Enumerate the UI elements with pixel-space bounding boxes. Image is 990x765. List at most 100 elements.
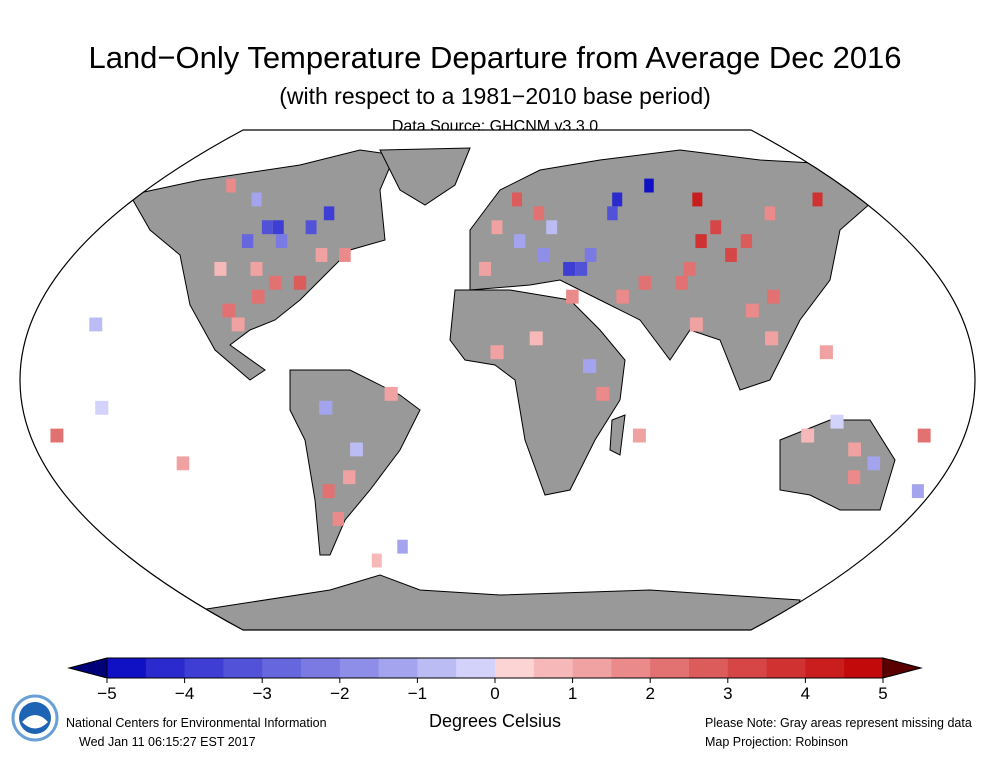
anomaly-cell [512,192,523,207]
anomaly-cell [616,289,629,304]
anomaly-cell [251,192,262,207]
colorbar-tick-label: 5 [878,684,888,703]
org-name: National Centers for Environmental Infor… [66,716,327,730]
colorbar-bin [262,658,302,678]
anomaly-cell [533,206,545,221]
anomaly-cell [767,289,780,304]
anomaly-cell [911,484,924,499]
anomaly-cell [343,470,356,485]
colorbar-tick-label: 4 [800,684,811,703]
anomaly-cell [529,331,543,346]
colorbar-bin [456,658,496,678]
colorbar-tick-label: −3 [252,684,272,703]
colorbar-bin [301,658,341,678]
south-america [289,369,421,556]
anomaly-cell [491,220,503,235]
anomaly-cell [746,303,759,318]
greenland [379,147,471,206]
colorbar-tick-label: −4 [174,684,195,703]
map-title: Land−Only Temperature Departure from Ave… [88,40,902,75]
anomaly-cell [323,206,335,221]
madagascar [609,414,626,456]
anomaly-cell [644,178,654,193]
anomaly-cell [89,317,103,332]
colorbar-tick-label: −2 [330,684,350,703]
anomaly-cell [272,220,284,235]
colorbar-bin [378,658,418,678]
anomaly-cell [214,261,227,276]
anomaly-cell [632,428,646,443]
anomaly-cell [50,428,64,443]
colorbar-bin [844,658,884,678]
anomaly-cell [607,206,618,221]
anomaly-cell [305,220,317,235]
anomaly-cell [250,261,263,276]
anomaly-cell [740,234,753,249]
missing-data-note: Please Note: Gray areas represent missin… [705,716,972,730]
map-outline [19,129,976,631]
colorbar-tick-label: −5 [97,684,117,703]
anomaly-cell [612,192,623,207]
anomaly-cell [830,414,844,429]
anomaly-cell [683,261,696,276]
colorbar [67,657,923,683]
anomaly-cell [293,275,307,290]
colorbar-bin [223,658,263,678]
colorbar-bin [495,658,535,678]
colorbar-tick-label: 1 [567,684,578,703]
anomaly-cell [275,234,288,249]
anomaly-cell [319,400,333,415]
colorbar-bin [184,658,224,678]
anomaly-cell [490,345,504,360]
anomaly-cell [710,220,722,235]
colorbar-tick-label: 0 [490,684,500,703]
colorbar-bin [650,658,690,678]
colorbar-bin [805,658,845,678]
africa [449,289,626,496]
antarctica [199,574,801,630]
anomaly-cell [917,428,931,443]
anomaly-cell [261,220,273,235]
anomaly-cell [812,192,823,207]
noaa-logo [11,694,59,742]
map-subtitle: (with respect to a 1981−2010 base period… [279,83,711,109]
anomaly-cell [725,248,737,262]
anomaly-cell [252,289,265,304]
anomaly-cell [226,178,236,193]
anomaly-cell [514,234,526,249]
anomaly-cell [546,220,558,235]
colorbar-bin [572,658,612,678]
anomaly-cell [563,261,576,276]
colorbar-tick-label: −1 [407,684,428,703]
colorbar-bin [417,658,457,678]
anomaly-cells [50,178,931,568]
anomaly-cell [575,261,588,276]
anomaly-cell [322,484,335,499]
colorbar-bin [533,658,574,678]
anomaly-cell [765,331,779,346]
colorbar-bin [339,658,380,678]
anomaly-cell [537,248,550,262]
anomaly-cell [478,261,491,276]
anomaly-cell [339,248,351,262]
colorbar-tick-label: 2 [645,684,655,703]
colorbar-bin [145,658,186,678]
anomaly-cell [848,442,861,457]
anomaly-cell [95,400,109,415]
colorbar-bin [107,658,147,678]
colorbar-tick-label: 3 [723,684,733,703]
anomaly-cell [847,470,861,485]
anomaly-cell [315,248,328,262]
anomaly-cell [222,303,236,318]
anomaly-cell [566,289,579,304]
anomaly-cell [596,386,610,401]
anomaly-cell [332,511,344,526]
anomaly-cell [692,192,703,207]
anomaly-cell [764,206,776,221]
colorbar-label: Degrees Celsius [428,711,562,731]
anomaly-cell [371,553,382,568]
colorbar-bin [766,658,806,678]
